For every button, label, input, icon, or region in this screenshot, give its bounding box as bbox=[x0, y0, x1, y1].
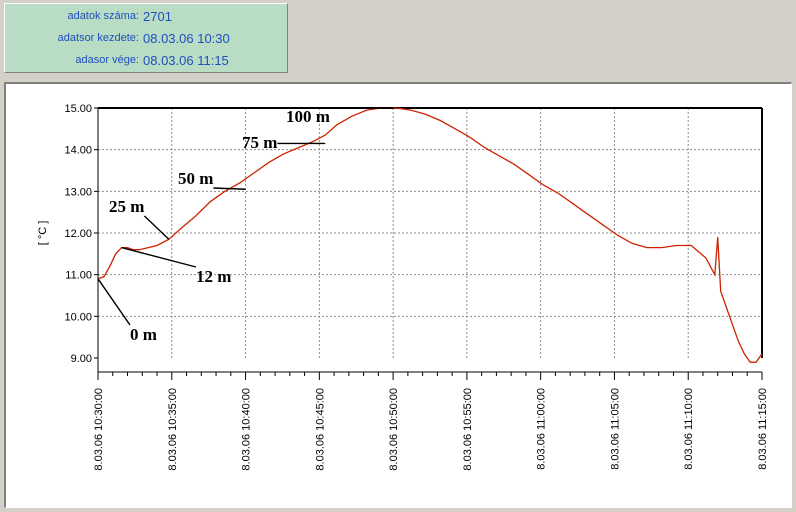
x-tick-label: 8.03.06 10:55:00 bbox=[462, 388, 474, 471]
info-panel: adatok száma: 2701 adatsor kezdete: 08.0… bbox=[4, 3, 288, 73]
x-tick-label: 8.03.06 10:40:00 bbox=[241, 388, 253, 471]
y-tick-label: 10.00 bbox=[64, 311, 92, 323]
info-value-start: 08.03.06 10:30 bbox=[143, 31, 230, 46]
info-row-end: adasor vége: 08.03.06 11:15 bbox=[5, 51, 289, 71]
y-tick-label: 14.00 bbox=[64, 145, 92, 157]
info-row-start: adatsor kezdete: 08.03.06 10:30 bbox=[5, 29, 289, 49]
annotation-label: 0 m bbox=[130, 325, 157, 344]
annotation-leader bbox=[213, 187, 246, 190]
x-tick-label: 8.03.06 11:10:00 bbox=[683, 388, 695, 470]
info-label-start: adatsor kezdete: bbox=[57, 32, 139, 44]
x-tick-label: 8.03.06 11:00:00 bbox=[536, 388, 548, 470]
y-tick-label: 12.00 bbox=[64, 228, 92, 240]
info-row-count: adatok száma: 2701 bbox=[5, 7, 289, 27]
annotation-label: 12 m bbox=[196, 267, 231, 286]
chart-frame: 9.00 10.00 11.00 12.00 13.00 14.00 15.00 8.03.0… bbox=[4, 82, 792, 508]
annotation-leader bbox=[97, 278, 131, 326]
y-axis-label: [ °C ] bbox=[37, 221, 49, 246]
annotation-label: 100 m bbox=[286, 107, 330, 126]
y-tick-label: 13.00 bbox=[64, 186, 92, 198]
x-tick-label: 8.03.06 10:45:00 bbox=[314, 388, 326, 471]
info-value-count: 2701 bbox=[143, 9, 172, 24]
x-tick-label: 8.03.06 10:30:00 bbox=[93, 388, 105, 471]
y-tick-label: 15.00 bbox=[64, 103, 92, 115]
annotation-leader bbox=[143, 215, 170, 240]
x-tick-label: 8.03.06 10:50:00 bbox=[388, 388, 400, 471]
info-label-end: adasor vége: bbox=[75, 54, 139, 66]
info-label-count: adatok száma: bbox=[67, 10, 139, 22]
x-tick-label: 8.03.06 10:35:00 bbox=[167, 388, 179, 471]
y-tick-label: 9.00 bbox=[71, 353, 92, 365]
annotation-label: 75 m bbox=[242, 133, 277, 152]
temperature-chart: 9.00 10.00 11.00 12.00 13.00 14.00 15.00 8.03.0… bbox=[37, 103, 769, 471]
x-tick-label: 8.03.06 11:15:00 bbox=[757, 388, 769, 470]
annotation-label: 50 m bbox=[178, 169, 213, 188]
annotation-leader bbox=[121, 246, 197, 268]
y-tick-label: 11.00 bbox=[65, 270, 92, 282]
info-value-end: 08.03.06 11:15 bbox=[143, 53, 229, 68]
annotation-label: 25 m bbox=[109, 197, 144, 216]
temperature-series-line bbox=[97, 107, 763, 363]
x-tick-label: 8.03.06 11:05:00 bbox=[609, 388, 621, 470]
